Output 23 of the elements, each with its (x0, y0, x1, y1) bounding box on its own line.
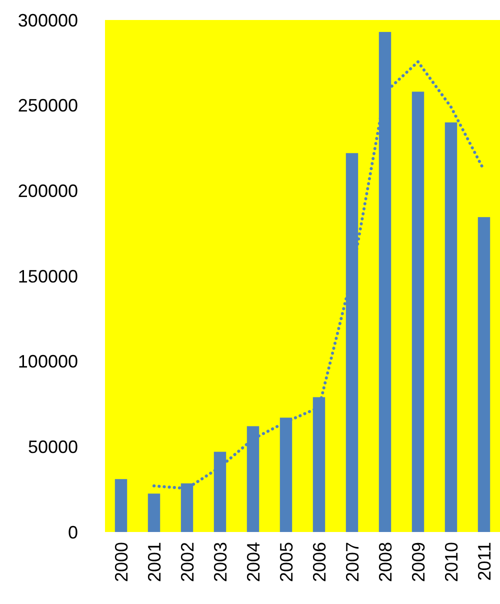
y-tick-label: 100000 (18, 352, 78, 372)
y-tick-label: 0 (68, 522, 78, 542)
y-tick-label: 200000 (18, 180, 78, 201)
x-tick-label: 2003 (210, 542, 230, 582)
x-tick-label: 2008 (375, 542, 396, 582)
x-tick-label: 2010 (441, 542, 462, 582)
x-tick-label: 2004 (243, 542, 264, 582)
y-tick-label: 250000 (18, 96, 78, 116)
x-tick-label: 2007 (342, 542, 362, 582)
x-tick-label: 2009 (408, 542, 428, 582)
bar (478, 217, 490, 532)
x-tick-label: 2006 (309, 542, 330, 582)
bar (148, 494, 160, 532)
y-tick-label: 300000 (18, 10, 78, 30)
x-tick-label: 2005 (276, 542, 296, 582)
x-tick-label: 2011 (474, 542, 494, 581)
y-tick-label: 50000 (28, 436, 78, 457)
y-tick-label: 150000 (18, 266, 78, 286)
x-tick-label: 2000 (111, 542, 132, 582)
bar (412, 92, 424, 532)
x-tick-label: 2002 (177, 542, 198, 582)
x-tick-label: 2001 (144, 542, 164, 582)
bar (114, 479, 128, 532)
